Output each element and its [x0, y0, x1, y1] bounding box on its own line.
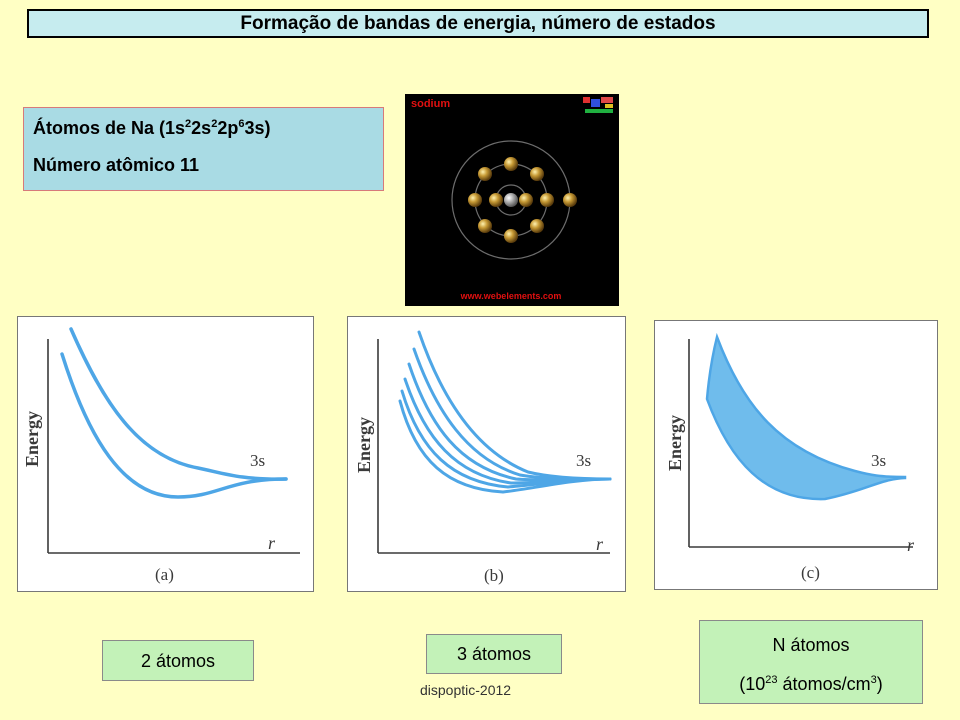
energy-band-area [705, 332, 907, 501]
sodium-atom-image: sodium www.webelements.com [405, 94, 619, 306]
axis-label-r: r [907, 535, 915, 555]
density-unit: átomos/cm [777, 674, 871, 694]
axis-label-r: r [268, 533, 276, 553]
level-label: 3s [576, 451, 591, 470]
atomic-number: Número atômico 11 [33, 155, 200, 175]
energy-diagram-2-atoms: Energy 3s r (a) [17, 316, 314, 592]
axis-label-energy: Energy [665, 415, 685, 471]
density-line: (1023 átomos/cm3) [700, 663, 922, 702]
energy-diagram-3-atoms: Energy 3s r (b) [347, 316, 626, 592]
config-part-2: 2s [191, 118, 212, 138]
level-label: 3s [250, 451, 265, 470]
panel-caption: (c) [801, 563, 820, 582]
energy-diagram-n-atoms: Energy 3s r (c) [654, 320, 938, 590]
config-part-3: 2p [217, 118, 239, 138]
webelements-logo-icon [583, 97, 613, 113]
atom-info-box: Átomos de Na (1s22s22p63s) Número atômic… [23, 107, 384, 191]
axis-label-energy: Energy [22, 411, 42, 467]
count-label-3-atoms: 3 átomos [426, 634, 562, 674]
footer-credit: dispoptic-2012 [420, 682, 512, 698]
electron-configuration: Átomos de Na (1s22s22p63s) [33, 118, 383, 146]
density-exponent: 23 [765, 674, 778, 686]
axis-label-r: r [596, 534, 604, 554]
config-part-4: 3s) [244, 118, 271, 138]
source-url: www.webelements.com [460, 291, 562, 301]
panel-caption: (b) [484, 566, 504, 585]
density-prefix: (10 [739, 674, 766, 694]
page-title: Formação de bandas de energia, número de… [27, 9, 929, 38]
sodium-label: sodium [411, 98, 450, 110]
config-prefix: Átomos de Na (1s [33, 118, 186, 138]
config-sup-3: 6 [238, 118, 245, 130]
level-label: 3s [871, 451, 886, 470]
count-label-n-atoms: N átomos (1023 átomos/cm3) [699, 620, 923, 704]
density-suffix: ) [876, 674, 883, 694]
n-atoms-line: N átomos [772, 635, 850, 655]
density-unit-exponent: 3 [870, 674, 877, 686]
count-label-2-atoms: 2 átomos [102, 640, 254, 681]
axis-label-energy: Energy [354, 417, 374, 473]
electron-shells [468, 157, 577, 243]
config-sup-1: 2 [185, 118, 192, 130]
config-sup-2: 2 [211, 118, 218, 130]
panel-caption: (a) [155, 565, 174, 584]
